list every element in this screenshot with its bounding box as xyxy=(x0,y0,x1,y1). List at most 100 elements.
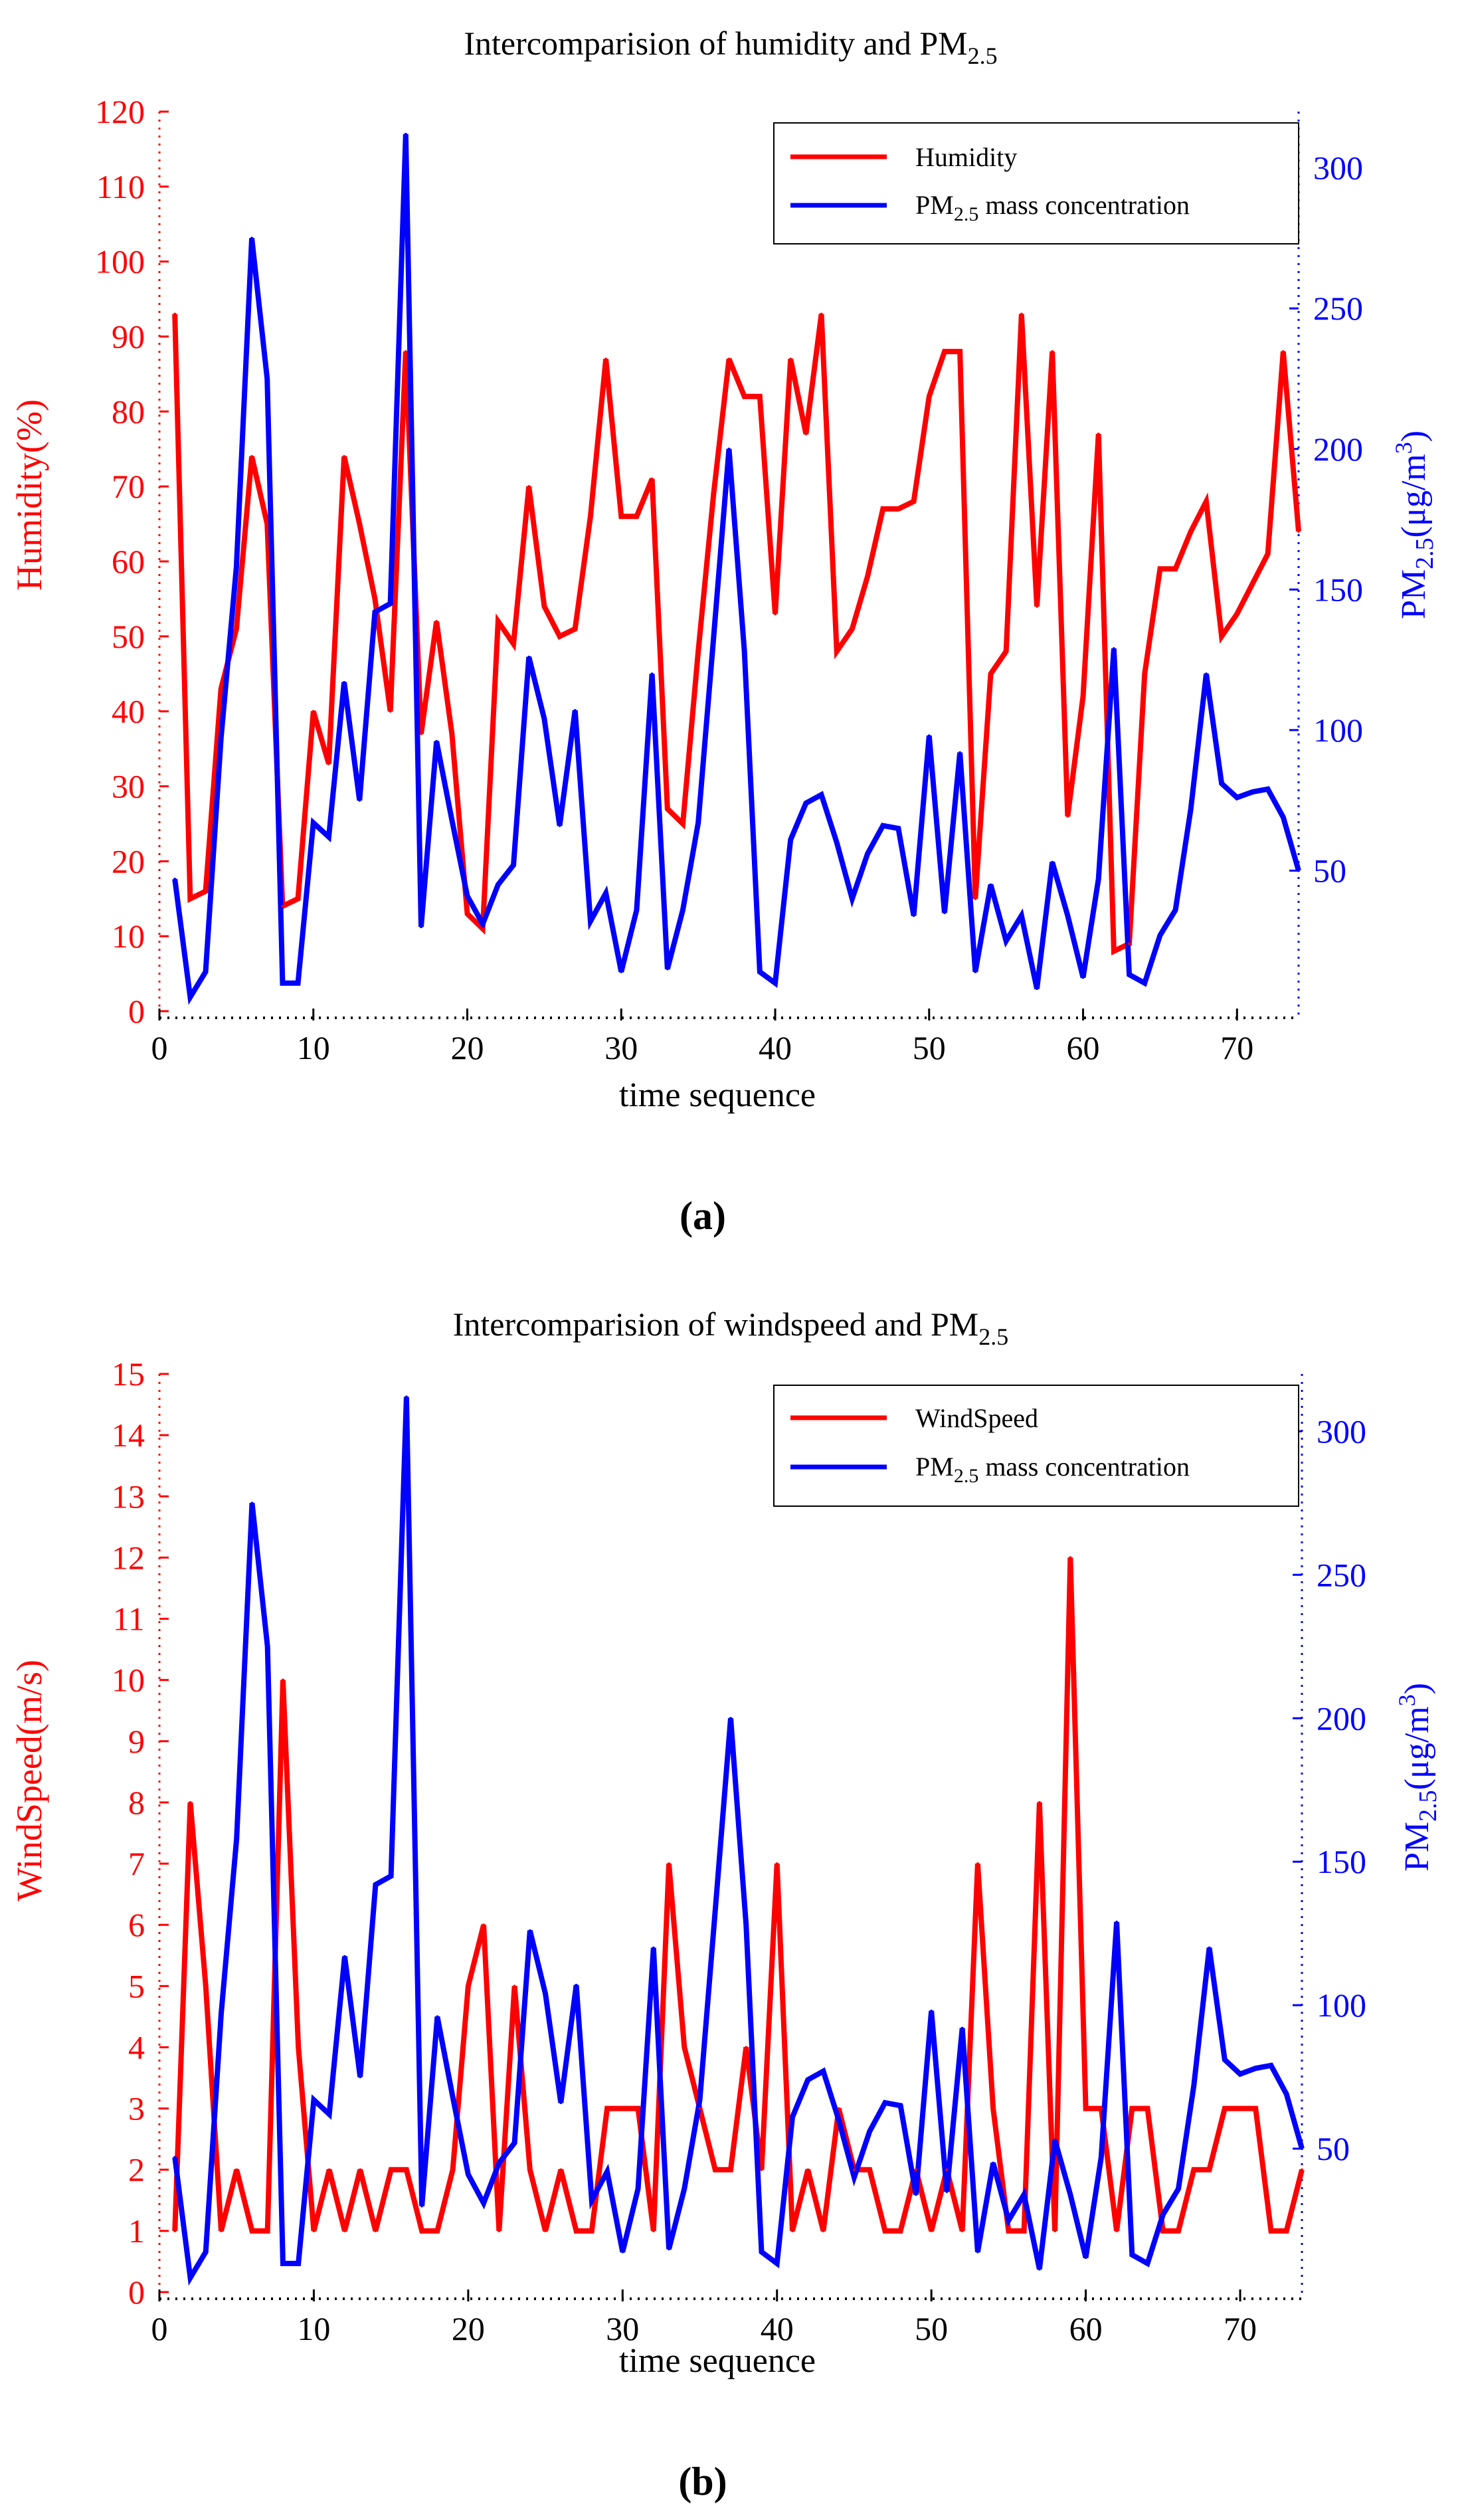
data-point-pm25 xyxy=(1112,647,1115,650)
data-point-windspeed xyxy=(451,2168,454,2171)
data-point-windspeed xyxy=(698,2107,701,2110)
data-point-humidity xyxy=(466,912,469,916)
y-tick-label-left: 9 xyxy=(128,1723,145,1760)
data-point-pm25 xyxy=(543,717,546,720)
x-tick-label: 50 xyxy=(913,1029,946,1066)
data-point-pm25 xyxy=(1036,987,1039,991)
data-point-pm25 xyxy=(266,1645,269,1648)
data-point-humidity xyxy=(635,515,638,518)
legend-label-humidity: Humidity xyxy=(915,142,1017,172)
y-tick-label-left: 14 xyxy=(112,1416,145,1454)
data-point-humidity xyxy=(558,634,561,638)
data-point-windspeed xyxy=(1099,2107,1103,2110)
data-point-humidity xyxy=(589,515,592,518)
y-tick-label-right: 300 xyxy=(1317,1412,1366,1450)
y-tick-label-left: 6 xyxy=(128,1906,145,1943)
y-tick-label-left: 3 xyxy=(128,2090,145,2127)
data-point-pm25 xyxy=(528,1929,531,1932)
data-point-humidity xyxy=(1174,567,1177,571)
data-point-pm25 xyxy=(1177,2187,1180,2190)
y-tick-label-left: 10 xyxy=(112,918,145,955)
data-point-pm25 xyxy=(358,799,361,802)
data-point-humidity xyxy=(804,433,808,436)
x-tick-label: 70 xyxy=(1224,2310,1257,2347)
data-point-humidity xyxy=(389,710,392,713)
data-point-windspeed xyxy=(1192,2168,1196,2171)
data-point-pm25 xyxy=(760,2250,763,2254)
data-point-windspeed xyxy=(544,2229,547,2232)
data-point-pm25 xyxy=(713,1909,717,1912)
data-point-windspeed xyxy=(1285,2229,1288,2232)
data-point-pm25 xyxy=(790,2115,794,2119)
y-tick-label-left: 7 xyxy=(128,1845,145,1882)
data-point-pm25 xyxy=(1128,973,1131,976)
data-point-windspeed xyxy=(914,2168,917,2171)
x-tick-label: 60 xyxy=(1067,1029,1100,1066)
data-point-pm25 xyxy=(668,2248,671,2251)
data-point-pm25 xyxy=(296,981,300,985)
data-point-pm25 xyxy=(976,2250,979,2254)
data-point-humidity xyxy=(296,897,300,900)
data-point-windspeed xyxy=(899,2229,902,2232)
data-point-pm25 xyxy=(729,1717,732,1720)
data-point-windspeed xyxy=(1022,2229,1026,2232)
data-point-pm25 xyxy=(943,911,946,914)
panel-caption-b: (b) xyxy=(678,2460,727,2503)
data-point-pm25 xyxy=(681,908,684,912)
data-point-windspeed xyxy=(498,2229,501,2232)
data-point-humidity xyxy=(419,732,422,735)
data-point-pm25 xyxy=(666,967,669,971)
data-point-windspeed xyxy=(775,1862,778,1866)
data-point-pm25 xyxy=(404,132,407,136)
data-point-humidity xyxy=(758,395,761,398)
data-point-pm25 xyxy=(498,2161,501,2165)
data-point-humidity xyxy=(881,508,885,511)
data-point-humidity xyxy=(697,650,700,653)
data-point-humidity xyxy=(1158,567,1162,571)
data-point-humidity xyxy=(343,455,346,458)
x-tick-label: 40 xyxy=(761,2310,794,2347)
data-point-windspeed xyxy=(790,2229,794,2232)
data-point-pm25 xyxy=(1146,2262,1149,2265)
y-tick-label-left: 5 xyxy=(128,1967,145,2004)
data-point-windspeed xyxy=(1115,2229,1119,2232)
data-point-pm25 xyxy=(743,650,746,653)
data-point-pm25 xyxy=(189,995,192,999)
data-point-windspeed xyxy=(374,2229,377,2232)
data-point-pm25 xyxy=(927,734,931,737)
data-point-humidity xyxy=(573,627,577,630)
x-tick-label: 0 xyxy=(151,2310,168,2347)
data-point-pm25 xyxy=(606,2170,609,2173)
data-point-humidity xyxy=(666,807,669,811)
data-point-pm25 xyxy=(297,2262,300,2265)
data-point-pm25 xyxy=(899,2104,902,2107)
y-tick-label-left: 1 xyxy=(128,2212,145,2250)
data-point-pm25 xyxy=(1143,981,1146,985)
data-point-humidity xyxy=(1143,672,1146,676)
data-point-pm25 xyxy=(636,2187,640,2190)
y-tick-label-right: 150 xyxy=(1313,571,1363,608)
y-axis-label-left-a: Humidity(%) xyxy=(9,399,49,591)
data-point-windspeed xyxy=(621,2107,624,2110)
data-point-humidity xyxy=(727,357,731,361)
data-point-pm25 xyxy=(1081,976,1085,979)
y-tick-label-right: 50 xyxy=(1313,852,1346,889)
data-point-pm25 xyxy=(450,819,454,822)
data-point-humidity xyxy=(897,508,900,511)
y-tick-label-left: 30 xyxy=(112,768,145,805)
data-point-humidity xyxy=(850,627,854,630)
data-point-pm25 xyxy=(992,2161,995,2165)
data-point-pm25 xyxy=(1281,816,1285,819)
data-point-humidity xyxy=(234,627,238,630)
data-point-pm25 xyxy=(482,2202,486,2205)
data-point-humidity xyxy=(974,897,977,900)
data-point-humidity xyxy=(943,350,946,353)
data-point-humidity xyxy=(1004,650,1008,653)
y-tick-label-left: 11 xyxy=(113,1600,145,1638)
y-axis-label-left-b: WindSpeed(m/s) xyxy=(9,1660,49,1901)
data-point-pm25 xyxy=(1239,2072,1242,2076)
data-point-pm25 xyxy=(573,709,577,712)
data-point-pm25 xyxy=(959,751,962,754)
y-tick-label-left: 12 xyxy=(112,1539,145,1576)
data-point-humidity xyxy=(959,350,962,353)
